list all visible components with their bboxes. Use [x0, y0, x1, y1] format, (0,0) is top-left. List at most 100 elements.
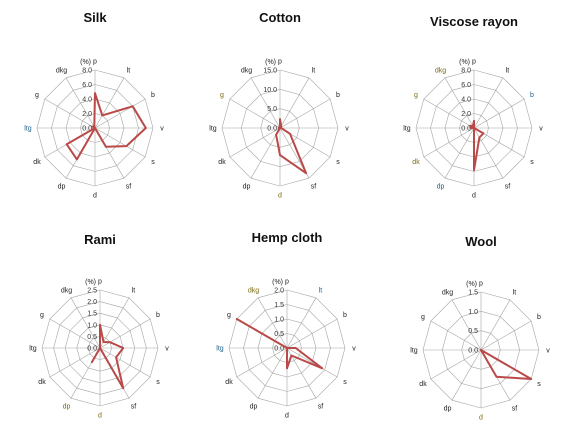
- chart-wool: Wool 0.0 0.5 1.0 1.5 (%) p lt b v s sf d dp dk ltg g dkg: [410, 234, 550, 422]
- axis-label-dp: dp: [250, 404, 258, 411]
- axis-spoke: [99, 347, 151, 378]
- axis-label-dk: dk: [38, 379, 46, 386]
- axis-spoke: [423, 127, 475, 158]
- data-point-sf: [105, 145, 107, 148]
- axis-label-v: v: [345, 126, 349, 133]
- tick-label: 0.0: [267, 126, 277, 133]
- axis-label-sf: sf: [131, 404, 137, 411]
- axis-label-sf: sf: [505, 184, 511, 191]
- axis-label-d: d: [479, 415, 483, 422]
- chart-title: Rami: [84, 232, 116, 247]
- axis-spoke: [286, 347, 338, 378]
- axis-label-dp: dp: [63, 404, 71, 411]
- axis-label-b: b: [151, 92, 155, 99]
- tick-label: 6.0: [461, 82, 471, 89]
- data-point-v: [144, 127, 147, 129]
- data-point-b: [131, 105, 134, 108]
- chart-title: Silk: [83, 10, 107, 25]
- axis-label-p: p: [93, 59, 97, 66]
- tick-label: 1.5: [87, 311, 97, 318]
- axis-label-ltg: ltg: [410, 348, 418, 355]
- data-point-v: [122, 347, 125, 349]
- data-point-p: [99, 323, 101, 326]
- data-point-p: [94, 92, 96, 95]
- tick-label: 8.0: [461, 68, 471, 75]
- axis-label-dkg: dkg: [442, 290, 453, 297]
- data-point-d: [279, 154, 281, 157]
- axis-label-dk: dk: [33, 159, 41, 166]
- axis-label-dk: dk: [419, 381, 427, 388]
- axis-label-ltg: ltg: [29, 346, 37, 353]
- axis-label-dk: dk: [218, 159, 226, 166]
- axis-spoke: [44, 98, 96, 129]
- tick-label: 0.0: [461, 126, 471, 133]
- tick-label: 1.5: [274, 302, 284, 309]
- axis-spoke: [286, 297, 317, 349]
- axis-spoke: [473, 77, 504, 129]
- data-point-dkg: [472, 125, 474, 127]
- tick-label: 0.0: [82, 126, 92, 133]
- data-point-sf: [495, 375, 498, 378]
- tick-label: 10.0: [263, 87, 277, 94]
- unit-label: (%): [80, 59, 91, 66]
- axis-spoke: [236, 347, 288, 378]
- axis-label-g: g: [35, 92, 39, 99]
- axis-label-dk: dk: [225, 379, 233, 386]
- axis-label-dp: dp: [243, 184, 251, 191]
- tick-label: 1.0: [274, 317, 284, 324]
- axis-spoke: [70, 297, 101, 349]
- axis-label-b: b: [156, 312, 160, 319]
- data-point-v: [294, 347, 297, 349]
- tick-label: 1.0: [87, 322, 97, 329]
- data-point-sf: [305, 172, 307, 175]
- axis-label-s: s: [336, 159, 340, 166]
- axis-spoke: [444, 77, 475, 129]
- axis-spoke: [49, 318, 101, 349]
- axis-label-s: s: [343, 379, 347, 386]
- axis-label-lt: lt: [513, 290, 517, 297]
- axis-spoke: [94, 77, 125, 129]
- axis-label-p: p: [98, 279, 102, 286]
- data-point-s: [482, 132, 485, 135]
- unit-label: (%): [459, 59, 470, 66]
- chart-rami: Rami 0.0 0.5 1.0 1.5 2.0 2.5 (%) p lt b v s sf d dp dk lt…: [29, 232, 169, 420]
- axis-label-dk: dk: [412, 159, 420, 166]
- tick-label: 2.5: [87, 288, 97, 295]
- data-point-lt: [101, 114, 104, 117]
- tick-label: 2.0: [274, 288, 284, 295]
- tick-label: 0.0: [274, 346, 284, 353]
- tick-label: 4.0: [82, 97, 92, 104]
- axis-label-dkg: dkg: [241, 68, 252, 75]
- tick-label: 1.0: [468, 309, 478, 316]
- chart-silk: Silk 0.0 2.0 4.0 6.0 8.0 (%) p lt b v s sf d dp dk ltg g d…: [24, 10, 164, 200]
- data-point-dk: [65, 143, 68, 146]
- axis-label-p: p: [472, 59, 476, 66]
- axis-label-v: v: [352, 346, 356, 353]
- data-point-s: [289, 132, 291, 135]
- axis-label-b: b: [530, 92, 534, 99]
- axis-spoke: [257, 347, 288, 399]
- tick-label: 2.0: [461, 111, 471, 118]
- axis-spoke: [473, 127, 504, 179]
- series-line: [235, 318, 324, 370]
- data-point-dp: [275, 133, 277, 136]
- tick-label: 4.0: [461, 97, 471, 104]
- data-point-d: [473, 169, 475, 172]
- axis-spoke: [250, 77, 281, 129]
- data-point-dk: [473, 127, 475, 129]
- data-point-s: [321, 367, 324, 370]
- axis-label-p: p: [285, 279, 289, 286]
- axis-label-d: d: [98, 413, 102, 420]
- axis-label-sf: sf: [311, 184, 317, 191]
- axis-label-lt: lt: [312, 68, 316, 75]
- axis-label-ltg: ltg: [24, 126, 32, 133]
- data-point-d: [286, 367, 288, 370]
- tick-label: 2.0: [82, 111, 92, 118]
- axis-spoke: [423, 98, 475, 129]
- axis-label-g: g: [414, 92, 418, 99]
- axis-label-b: b: [537, 314, 541, 321]
- axis-label-g: g: [40, 312, 44, 319]
- axis-label-lt: lt: [132, 288, 136, 295]
- axis-label-dp: dp: [444, 406, 452, 413]
